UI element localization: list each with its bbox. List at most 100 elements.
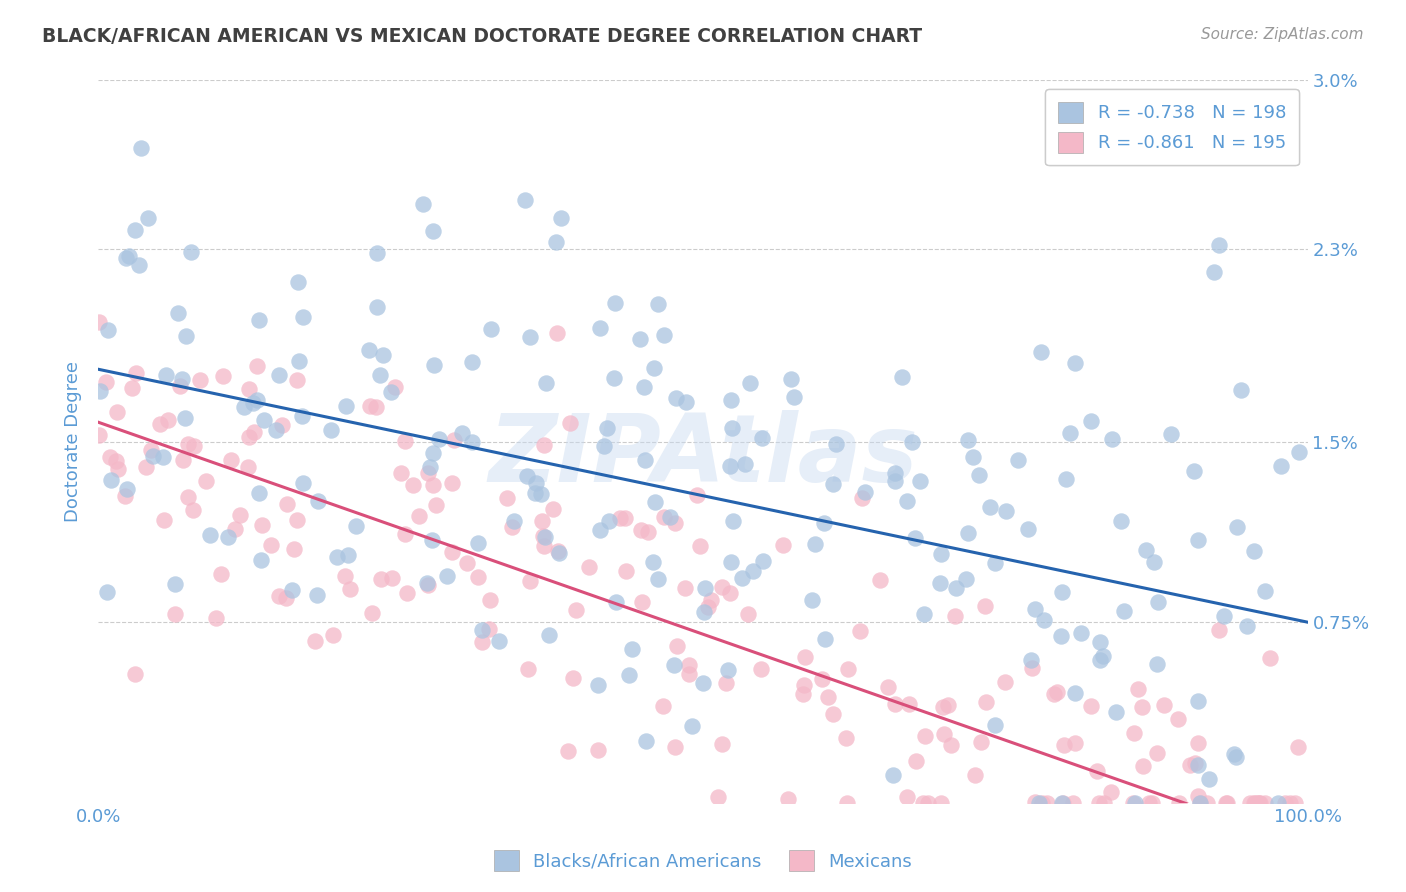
Point	[274, 591, 297, 606]
Point	[721, 514, 744, 528]
Point	[238, 383, 260, 397]
Point	[849, 624, 872, 638]
Point	[593, 439, 616, 453]
Point	[366, 246, 388, 260]
Point	[488, 633, 510, 648]
Point	[177, 437, 200, 451]
Point	[664, 516, 686, 531]
Point	[1019, 653, 1042, 667]
Point	[884, 697, 907, 711]
Point	[531, 514, 554, 528]
Point	[595, 421, 617, 435]
Point	[536, 376, 558, 391]
Point	[1147, 595, 1170, 609]
Point	[813, 632, 835, 646]
Point	[461, 355, 484, 369]
Point	[1188, 796, 1211, 810]
Point	[692, 676, 714, 690]
Point	[1146, 746, 1168, 760]
Point	[742, 564, 765, 578]
Point	[370, 572, 392, 586]
Point	[188, 373, 211, 387]
Point	[1088, 652, 1111, 666]
Point	[478, 622, 501, 636]
Point	[1286, 740, 1309, 755]
Point	[662, 658, 685, 673]
Point	[1208, 238, 1230, 252]
Point	[172, 452, 194, 467]
Point	[169, 379, 191, 393]
Point	[675, 395, 697, 409]
Point	[1247, 796, 1270, 810]
Point	[749, 663, 772, 677]
Point	[183, 439, 205, 453]
Point	[440, 476, 463, 491]
Point	[479, 322, 502, 336]
Point	[361, 606, 384, 620]
Point	[243, 425, 266, 440]
Point	[339, 582, 361, 596]
Point	[882, 768, 904, 782]
Point	[900, 435, 922, 450]
Point	[1184, 756, 1206, 770]
Point	[700, 592, 723, 607]
Point	[420, 533, 443, 548]
Point	[1114, 604, 1136, 618]
Point	[416, 578, 439, 592]
Point	[967, 467, 990, 482]
Point	[105, 405, 128, 419]
Point	[821, 706, 844, 721]
Point	[121, 381, 143, 395]
Point	[1198, 772, 1220, 786]
Point	[932, 727, 955, 741]
Point	[686, 488, 709, 502]
Point	[665, 392, 688, 406]
Point	[359, 399, 381, 413]
Point	[541, 502, 564, 516]
Point	[1099, 785, 1122, 799]
Point	[1223, 747, 1246, 761]
Point	[402, 478, 425, 492]
Point	[291, 310, 314, 324]
Point	[884, 474, 907, 488]
Point	[250, 553, 273, 567]
Point	[1046, 684, 1069, 698]
Point	[285, 373, 308, 387]
Point	[1208, 624, 1230, 638]
Point	[467, 570, 489, 584]
Text: Source: ZipAtlas.com: Source: ZipAtlas.com	[1201, 27, 1364, 42]
Point	[1137, 796, 1160, 810]
Point	[589, 320, 612, 334]
Point	[283, 541, 305, 556]
Point	[524, 475, 547, 490]
Point	[714, 676, 737, 690]
Point	[1064, 356, 1087, 370]
Point	[681, 718, 703, 732]
Point	[1101, 432, 1123, 446]
Point	[246, 392, 269, 407]
Point	[1092, 796, 1115, 810]
Point	[287, 276, 309, 290]
Point	[229, 508, 252, 523]
Point	[422, 224, 444, 238]
Point	[706, 790, 728, 805]
Point	[772, 539, 794, 553]
Point	[1130, 700, 1153, 714]
Point	[1187, 789, 1209, 803]
Point	[720, 555, 742, 569]
Point	[898, 697, 921, 711]
Point	[936, 698, 959, 712]
Point	[782, 391, 804, 405]
Point	[558, 416, 581, 430]
Point	[1254, 584, 1277, 599]
Point	[605, 595, 627, 609]
Point	[752, 554, 775, 568]
Point	[1105, 706, 1128, 720]
Point	[1284, 796, 1306, 810]
Point	[1153, 698, 1175, 712]
Point	[419, 459, 441, 474]
Point	[380, 384, 402, 399]
Point	[139, 443, 162, 458]
Point	[544, 235, 567, 249]
Point	[634, 452, 657, 467]
